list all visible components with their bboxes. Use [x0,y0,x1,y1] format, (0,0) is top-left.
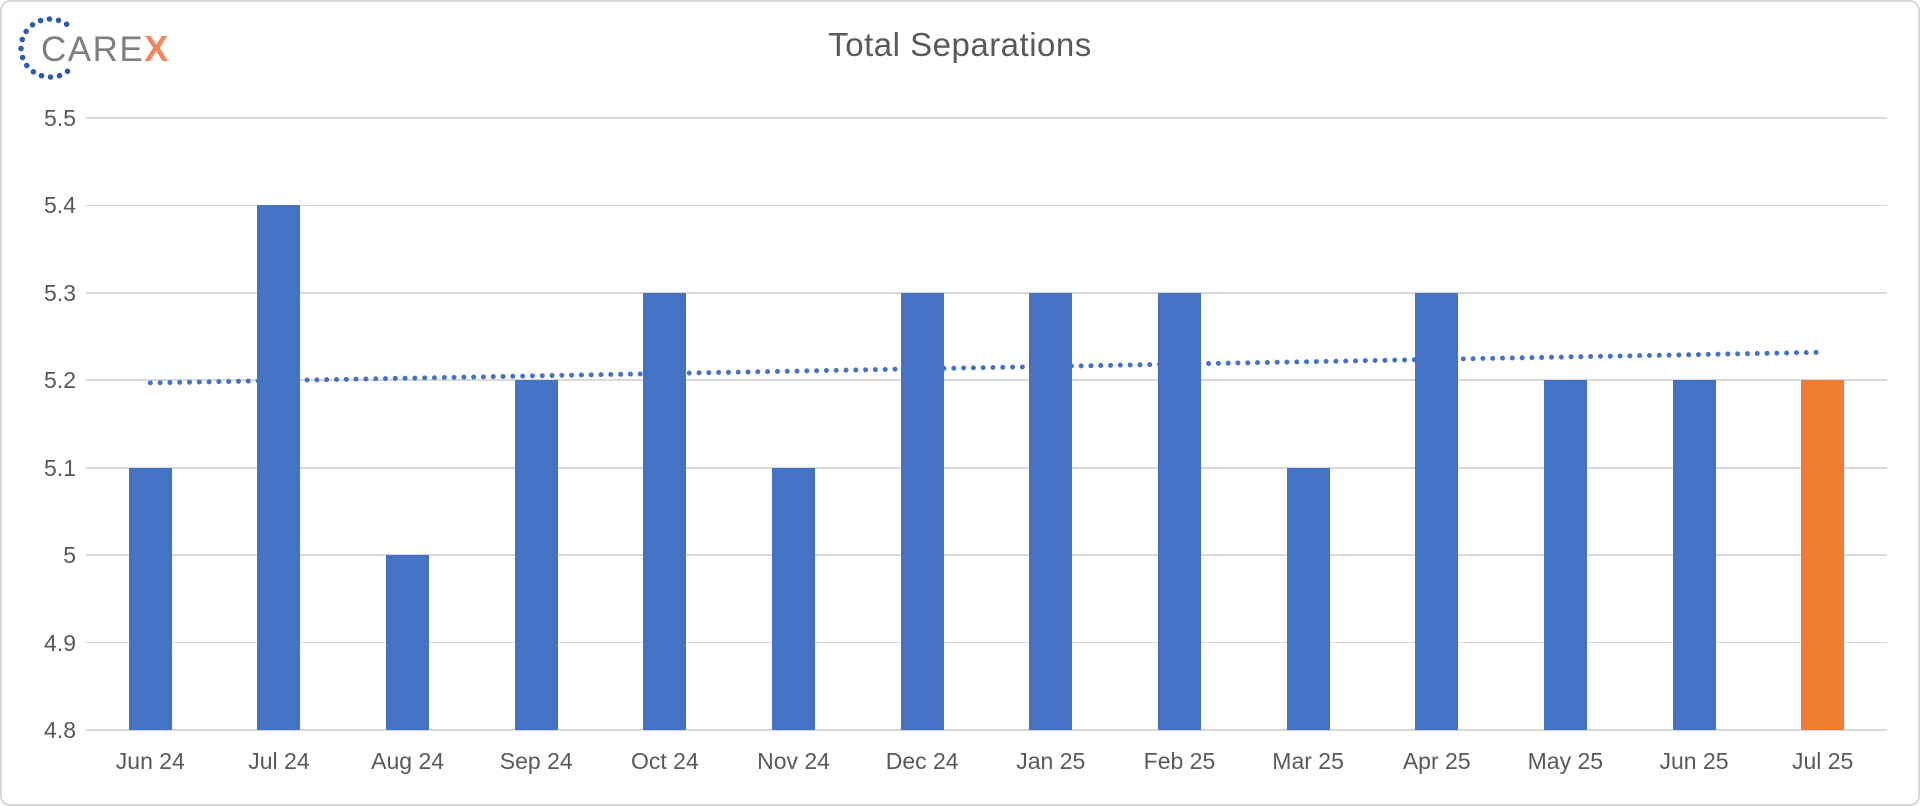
gridline-5.4 [86,204,1887,207]
x-axis-tick-label: Jan 25 [1016,748,1086,774]
gridline-5.2 [86,379,1887,382]
logo-text-x: X [144,28,168,69]
gridline-5 [86,554,1887,556]
carex-logo: CAREX [10,6,180,90]
gridline-4.9 [86,641,1887,644]
y-axis-tick-label: 5.1 [44,454,76,481]
gridline-4.8 [86,729,1887,731]
gridline-5.3 [86,292,1887,294]
gridline-5.1 [86,466,1887,469]
logo-text-care: CARE [41,30,144,69]
logo-dotted-circle-icon [18,16,71,80]
bar-sep-24 [514,380,558,730]
x-axis-labels: Jun 24 Jul 24 Aug 24 Sep 24 Oct 24 Nov 24 Dec … [86,748,1887,775]
y-axis-tick-label: 5.4 [44,192,76,219]
bar-jan-25 [1029,292,1073,730]
bar-may-25 [1543,380,1587,730]
x-axis-tick-label: Sep 24 [499,748,573,774]
bar-jun-24 [128,467,172,730]
x-axis-tick-label: Mar 25 [1272,748,1344,774]
y-axis-tick-label: 5.5 [44,105,76,131]
gridline-5.5 [86,117,1887,119]
x-axis-tick-label: Jun 25 [1659,748,1729,774]
bar-apr-25 [1415,292,1459,730]
bar-aug-24 [386,555,430,730]
x-axis-tick-label: Apr 25 [1402,748,1471,774]
x-axis-tick-label: Aug 24 [371,748,445,774]
chart-title: Total Separations [828,26,1092,63]
y-axis-tick-label: 5.3 [44,279,76,306]
x-axis-tick-label: Jul 24 [248,748,310,774]
x-axis-tick-label: May 25 [1527,748,1604,774]
bar-mar-25 [1286,467,1330,730]
y-axis-tick-label: 5 [63,542,76,569]
bar-jul-25 [1801,380,1845,730]
bar-feb-25 [1157,292,1201,730]
bar-jul-24 [257,205,301,730]
logo-wordmark: CAREX [41,28,168,69]
x-axis-tick-label: Feb 25 [1143,748,1216,774]
bar-jun-25 [1672,380,1716,730]
x-axis-tick-label: Oct 24 [631,748,699,774]
trendline [147,349,1826,386]
y-axis-tick-label: 4.9 [44,629,76,656]
bar-dec-24 [900,292,944,730]
carex-logo-svg: CAREX [18,16,168,80]
bar-nov-24 [772,467,816,730]
x-axis-tick-label: Dec 24 [885,748,959,774]
x-axis-tick-label: Nov 24 [757,748,830,774]
plot-area [86,117,1887,731]
x-axis-tick-label: Jul 25 [1791,748,1854,774]
x-axis-tick-label: Jun 24 [115,748,185,774]
bar-oct-24 [643,292,687,730]
trendline-dotted [147,349,1826,386]
y-axis-tick-label: 5.2 [44,367,76,394]
y-axis-tick-label: 4.8 [44,717,76,743]
